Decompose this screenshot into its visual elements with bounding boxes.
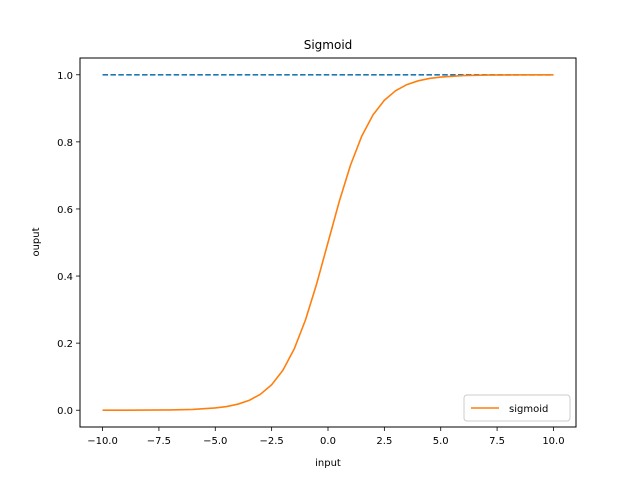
legend-frame	[463, 394, 571, 422]
y-tick-label: 0.6	[57, 205, 73, 216]
y-tick-label: 1.0	[57, 71, 73, 82]
y-tick-label: 0.4	[57, 272, 73, 283]
x-tick-label: −2.5	[259, 436, 283, 447]
x-tick-label: −10.0	[87, 436, 118, 447]
x-tick-label: 10.0	[542, 436, 564, 447]
x-axis: −10.0 −7.5 −5.0 −2.5 0.0 2.5 5.0 7.5 10.0	[87, 427, 565, 447]
chart-title: Sigmoid	[304, 38, 353, 52]
plot-area	[102, 73, 554, 412]
y-tick-label: 0.0	[57, 406, 73, 417]
y-axis: 0.0 0.2 0.4 0.6 0.8 1.0	[57, 71, 80, 417]
x-tick-label: 5.0	[433, 436, 449, 447]
y-tick-label: 0.2	[57, 339, 73, 350]
y-tick-label: 0.8	[57, 138, 73, 149]
series-line-sigmoid	[102, 73, 554, 412]
y-axis-label: ouput	[31, 227, 42, 256]
legend-label-sigmoid: sigmoid	[509, 404, 548, 415]
x-tick-label: −5.0	[203, 436, 227, 447]
legend: sigmoid	[463, 394, 571, 422]
x-tick-label: 7.5	[489, 436, 505, 447]
x-tick-label: 0.0	[320, 436, 336, 447]
x-tick-label: 2.5	[376, 436, 392, 447]
x-axis-label: input	[315, 458, 341, 469]
x-tick-label: −7.5	[147, 436, 171, 447]
